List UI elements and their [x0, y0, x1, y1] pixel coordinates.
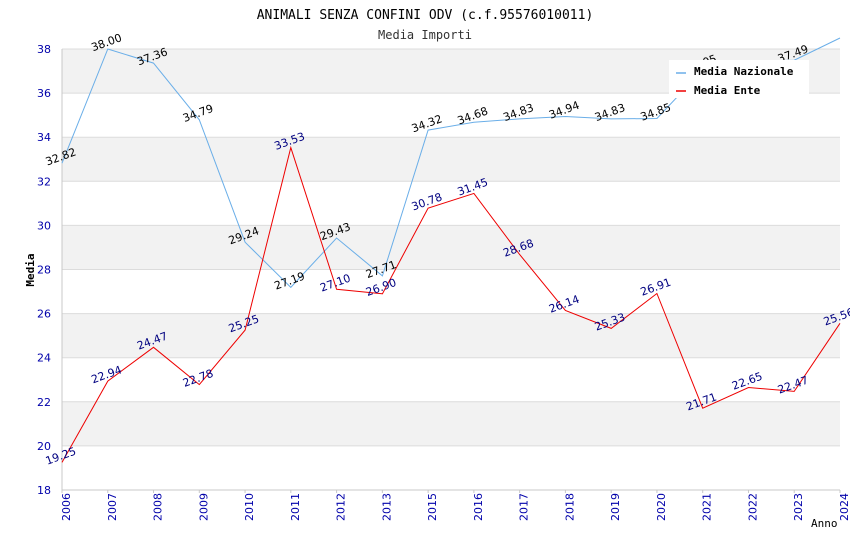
- y-tick-label: 18: [37, 484, 51, 497]
- legend-label-nazionale: Media Nazionale: [694, 65, 794, 78]
- x-tick-label: 2008: [152, 493, 165, 521]
- x-axis-label: Anno: [811, 517, 838, 530]
- data-label-ente: 26.91: [639, 276, 673, 299]
- data-label-nazionale: 34.79: [181, 102, 215, 125]
- x-tick-label: 2019: [609, 493, 622, 521]
- x-tick-label: 2013: [380, 493, 393, 521]
- data-label-ente: 27.10: [318, 272, 352, 295]
- y-tick-label: 28: [37, 264, 51, 277]
- x-tick-label: 2020: [655, 493, 668, 521]
- plot-background-bands: [62, 49, 840, 446]
- x-tick-label: 2010: [243, 493, 256, 521]
- y-axis-label: Media: [24, 253, 37, 286]
- data-label-ente: 26.14: [547, 293, 581, 316]
- legend-label-ente: Media Ente: [694, 84, 761, 97]
- y-tick-label: 30: [37, 219, 51, 232]
- x-tick-label: 2023: [792, 493, 805, 521]
- y-tick-label: 38: [37, 43, 51, 56]
- x-tick-label: 2012: [335, 493, 348, 521]
- axes: [61, 49, 841, 493]
- y-tick-label: 22: [37, 396, 51, 409]
- y-tick-label: 20: [37, 440, 51, 453]
- series-line-ente: [61, 145, 841, 463]
- y-tick-labels: 18 20 22 24 26 28 30 32 34 36 38: [37, 43, 51, 497]
- x-tick-label: 2017: [518, 493, 531, 521]
- legend-box: [669, 60, 809, 98]
- y-tick-label: 36: [37, 87, 51, 100]
- grid-band: [62, 225, 840, 270]
- data-label-nazionale: 34.83: [501, 101, 535, 124]
- data-label-nazionale: 34.83: [593, 101, 627, 124]
- x-tick-labels: 2006 2007 2008 2009 2010 2011 2012 2013 2015 2016…: [60, 493, 850, 521]
- grid-band: [62, 313, 840, 358]
- data-label-nazionale: 34.32: [410, 112, 444, 135]
- y-tick-label: 32: [37, 175, 51, 188]
- x-tick-label: 2022: [746, 493, 759, 521]
- chart-subtitle: Media Importi: [378, 28, 472, 42]
- y-tick-label: 34: [37, 131, 51, 144]
- x-tick-label: 2024: [838, 493, 850, 521]
- data-label-nazionale: 34.85: [639, 101, 673, 124]
- x-tick-label: 2021: [701, 493, 714, 521]
- x-tick-label: 2016: [472, 493, 485, 521]
- x-tick-label: 2018: [563, 493, 576, 521]
- data-label-nazionale: 27.19: [273, 270, 307, 293]
- chart-title: ANIMALI SENZA CONFINI ODV (c.f.955760100…: [257, 8, 594, 23]
- x-tick-label: 2006: [60, 493, 73, 521]
- grid-band: [62, 137, 840, 182]
- x-tick-label: 2009: [197, 493, 210, 521]
- data-label-nazionale: 34.68: [456, 104, 490, 127]
- y-tick-label: 26: [37, 308, 51, 321]
- x-tick-label: 2011: [289, 493, 302, 521]
- grid-band: [62, 401, 840, 446]
- y-tick-label: 24: [37, 352, 51, 365]
- data-label-ente: 22.65: [730, 370, 764, 393]
- x-tick-label: 2015: [426, 493, 439, 521]
- legend: Media Nazionale Media Ente: [669, 60, 809, 98]
- x-tick-label: 2007: [106, 493, 119, 521]
- data-label-nazionale: 34.94: [547, 99, 581, 122]
- data-label-ente: 22.47: [776, 374, 810, 397]
- data-label-ente: 22.78: [181, 367, 215, 390]
